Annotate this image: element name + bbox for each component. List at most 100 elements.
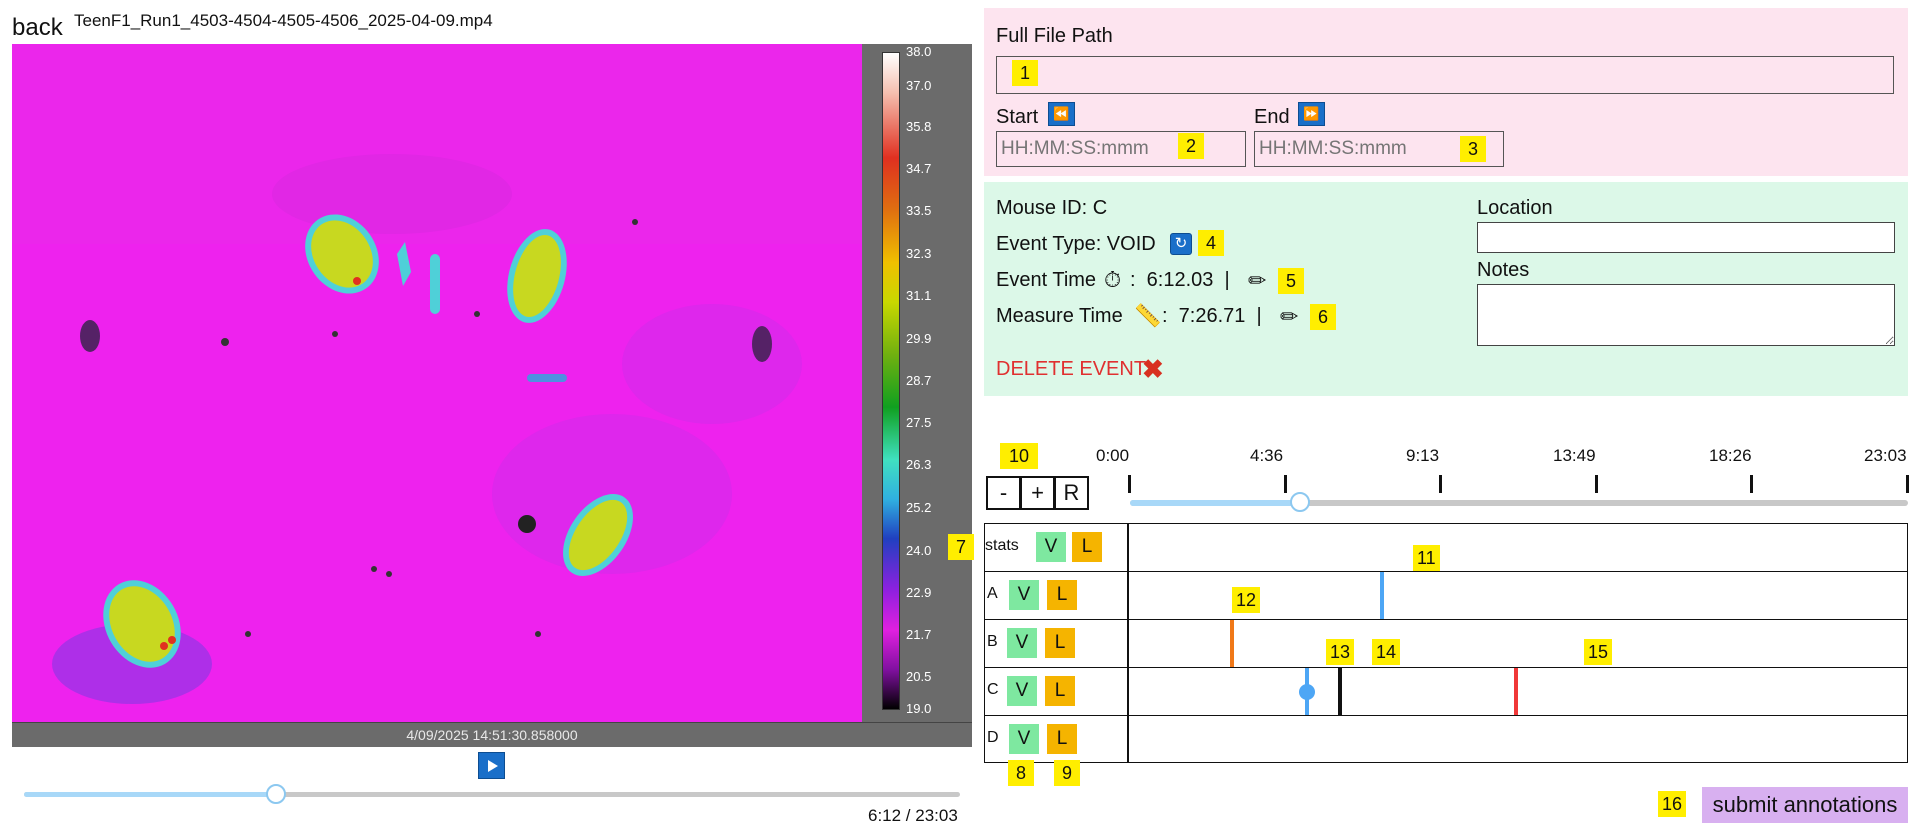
selected-event-handle[interactable] [1298, 684, 1315, 700]
colorbar-label: 28.7 [906, 373, 932, 388]
annotation-badge: 14 [1372, 639, 1401, 665]
reset-zoom-button[interactable]: R [1054, 476, 1089, 510]
track-row-name: A [987, 585, 998, 602]
timeline-tick [1750, 475, 1753, 493]
colorbar-label: 37.0 [906, 78, 932, 93]
add-void-button[interactable]: V [1009, 724, 1039, 754]
track-label-cell: D V L [985, 716, 1129, 763]
annotation-badge: 6 [1310, 304, 1336, 330]
timeline-tick-label: 0:00 [1096, 446, 1130, 465]
submit-annotations-button[interactable]: submit annotations [1702, 787, 1908, 823]
add-l-event-button[interactable]: L [1047, 580, 1077, 610]
colorbar-label: 20.5 [906, 669, 932, 684]
event-marker[interactable] [1513, 668, 1518, 715]
thermal-video-frame [12, 44, 862, 722]
start-label: Start [996, 106, 1039, 128]
timeline-tick-label: 18:26 [1709, 446, 1752, 465]
notes-label: Notes [1477, 259, 1530, 281]
refresh-icon[interactable]: ↻ [1170, 233, 1192, 255]
timeline-tick [1595, 475, 1598, 493]
notes-textarea[interactable] [1477, 284, 1895, 346]
timeline-tick [1284, 475, 1287, 493]
back-link[interactable]: back [12, 14, 63, 41]
annotation-badge: 11 [1413, 545, 1440, 571]
add-l-event-button[interactable]: L [1045, 628, 1075, 658]
event-type: Event Type: VOID [996, 233, 1156, 255]
track-label-cell: C V L [985, 668, 1129, 715]
rewind-icon[interactable]: ⏪ [1048, 102, 1075, 126]
mouse-blob [103, 580, 181, 668]
track-label-cell: stats V L [985, 524, 1129, 571]
annotation-badge: 3 [1460, 136, 1486, 162]
track-row-name: B [987, 633, 998, 650]
timeline-tick-label: 23:03 [1864, 446, 1907, 465]
zoom-in-button[interactable]: + [1020, 476, 1055, 510]
colorbar-label: 26.3 [906, 457, 932, 472]
track-row-name: D [987, 729, 999, 746]
add-void-button[interactable]: V [1009, 580, 1039, 610]
annotation-badge: 15 [1584, 639, 1613, 665]
start-time-input[interactable] [996, 131, 1246, 167]
event-marker[interactable] [1380, 572, 1385, 619]
video-seek-thumb[interactable] [265, 784, 286, 804]
full-file-path-input[interactable] [996, 56, 1894, 94]
annotation-badge: 16 [1658, 791, 1687, 817]
edit-measure-time-pencil-icon[interactable]: ✏ [1280, 304, 1299, 329]
track-label-cell: B V L [985, 620, 1129, 667]
event-time-label: Event Time [996, 269, 1097, 291]
edit-event-time-pencil-icon[interactable]: ✏ [1248, 268, 1267, 293]
add-l-event-button[interactable]: L [1072, 532, 1102, 562]
add-l-event-button[interactable]: L [1047, 724, 1077, 754]
mouse-blob [507, 229, 567, 323]
temperature-colorbar: 38.0 37.0 35.8 34.7 33.5 32.3 31.1 29.9 … [862, 44, 972, 722]
colorbar-label: 38.0 [906, 44, 932, 59]
track-label-cell: A V L [985, 572, 1129, 619]
colorbar-label: 34.7 [906, 161, 932, 176]
colorbar-label: 29.9 [906, 331, 932, 346]
video-time-readout: 6:12 / 23:03 [868, 806, 958, 825]
colorbar-label: 32.3 [906, 246, 932, 261]
timeline-tick-label: 9:13 [1406, 446, 1440, 465]
track-row-b: B V L [985, 620, 1907, 668]
mouse-blob [563, 494, 633, 576]
add-void-button[interactable]: V [1007, 628, 1037, 658]
close-icon[interactable]: ✖ [1142, 354, 1164, 384]
play-button[interactable] [478, 752, 505, 779]
colorbar-label: 35.8 [906, 119, 932, 134]
event-track-grid: stats V L A V L B V L C V L D V L [984, 523, 1908, 763]
timeline-scrub-slider[interactable] [1130, 492, 1908, 512]
video-timestamp: 4/09/2025 14:51:30.858000 [12, 722, 972, 747]
video-player[interactable]: 38.0 37.0 35.8 34.7 33.5 32.3 31.1 29.9 … [12, 44, 972, 747]
colorbar-label: 33.5 [906, 203, 932, 218]
location-input[interactable] [1477, 222, 1895, 253]
annotation-badge: 5 [1278, 268, 1304, 294]
colorbar-gradient [882, 52, 900, 710]
zoom-out-button[interactable]: - [986, 476, 1021, 510]
mouse-id: Mouse ID: C [996, 197, 1108, 219]
add-l-event-button[interactable]: L [1045, 676, 1075, 706]
add-void-button[interactable]: V [1036, 532, 1066, 562]
colorbar-label: 24.0 [906, 543, 932, 558]
delete-event-button[interactable]: DELETE EVENT [996, 358, 1147, 380]
colorbar-label: 27.5 [906, 415, 932, 430]
colorbar-label: 22.9 [906, 585, 932, 600]
location-label: Location [1477, 197, 1553, 219]
timeline-tick-label: 13:49 [1553, 446, 1596, 465]
track-row-d: D V L [985, 716, 1907, 764]
full-file-path-label: Full File Path [996, 25, 1113, 47]
event-marker[interactable] [1229, 620, 1234, 667]
event-marker[interactable] [1338, 668, 1343, 715]
add-void-button[interactable]: V [1007, 676, 1037, 706]
ruler-icon: 📏 [1134, 303, 1162, 328]
annotation-badge: 2 [1178, 133, 1204, 159]
fast-forward-icon[interactable]: ⏩ [1298, 102, 1325, 126]
measure-time-label: Measure Time [996, 305, 1123, 327]
measure-time-value: : 7:26.71 | [1162, 305, 1262, 327]
play-icon [488, 760, 498, 772]
video-seek-slider[interactable] [24, 784, 960, 804]
track-row-stats: stats V L [985, 524, 1907, 572]
event-time-value: : 6:12.03 | [1130, 269, 1230, 291]
timeline-scrub-thumb[interactable] [1290, 492, 1311, 512]
video-file-name: TeenF1_Run1_4503-4504-4505-4506_2025-04-… [74, 11, 493, 30]
annotation-badge: 13 [1326, 639, 1355, 665]
